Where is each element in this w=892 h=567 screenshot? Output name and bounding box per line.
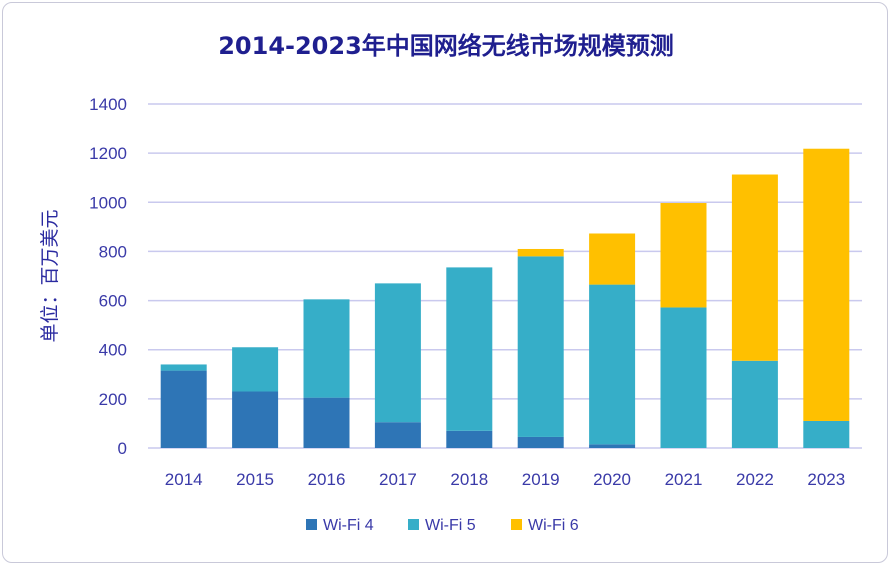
x-tick-label: 2014 bbox=[165, 470, 203, 489]
y-tick-label: 400 bbox=[99, 341, 127, 360]
legend: Wi-Fi 4 Wi-Fi 5 Wi-Fi 6 bbox=[306, 517, 579, 534]
legend-label: Wi-Fi 5 bbox=[425, 517, 476, 534]
bar-segment bbox=[446, 267, 493, 431]
legend-swatch bbox=[408, 519, 419, 530]
bar-segment bbox=[517, 436, 564, 448]
legend-swatch bbox=[306, 519, 317, 530]
bar-segment bbox=[160, 364, 207, 371]
x-tick-label: 2020 bbox=[593, 470, 631, 489]
y-axis-ticks: 0 200 400 600 800 1000 1200 1400 bbox=[89, 95, 127, 458]
legend-swatch bbox=[511, 519, 522, 530]
bar-segment bbox=[589, 444, 636, 448]
y-tick-label: 200 bbox=[99, 390, 127, 409]
y-tick-label: 1400 bbox=[89, 95, 127, 114]
bar-segment bbox=[660, 203, 707, 308]
bar-segment bbox=[374, 422, 421, 448]
y-tick-label: 800 bbox=[99, 242, 127, 261]
bar-segment bbox=[232, 391, 279, 448]
legend-label: Wi-Fi 4 bbox=[323, 517, 374, 534]
bar-segment bbox=[589, 284, 636, 445]
bar-segment bbox=[660, 307, 707, 448]
x-tick-label: 2023 bbox=[807, 470, 845, 489]
y-axis-label: 单位：百万美元 bbox=[39, 209, 61, 342]
y-tick-label: 600 bbox=[99, 292, 127, 311]
bar-segment bbox=[517, 248, 564, 257]
bar-segment bbox=[446, 430, 493, 448]
x-tick-label: 2016 bbox=[308, 470, 346, 489]
bar-segment bbox=[803, 420, 850, 448]
x-tick-label: 2015 bbox=[236, 470, 274, 489]
x-axis-ticks: 2014 2015 2016 2017 2018 2019 2020 2021 2022 2023 bbox=[165, 470, 845, 489]
x-tick-label: 2022 bbox=[736, 470, 774, 489]
chart-title: 2014-2023年中国网络无线市场规模预测 bbox=[218, 32, 674, 60]
x-tick-label: 2017 bbox=[379, 470, 417, 489]
bar-segment bbox=[731, 360, 778, 448]
bar-segment bbox=[803, 148, 850, 421]
bars bbox=[160, 148, 850, 448]
bar-segment bbox=[232, 347, 279, 392]
bar-segment bbox=[731, 174, 778, 361]
bar-segment bbox=[303, 299, 350, 398]
bar-segment bbox=[160, 370, 207, 448]
legend-label: Wi-Fi 6 bbox=[528, 517, 579, 534]
x-tick-label: 2019 bbox=[522, 470, 560, 489]
bar-segment bbox=[517, 256, 564, 437]
y-tick-label: 1000 bbox=[89, 193, 127, 212]
bar-segment bbox=[589, 233, 636, 285]
bar-segment bbox=[374, 283, 421, 423]
x-tick-label: 2018 bbox=[450, 470, 488, 489]
bar-segment bbox=[303, 397, 350, 448]
x-tick-label: 2021 bbox=[665, 470, 703, 489]
y-tick-label: 0 bbox=[118, 439, 127, 458]
y-tick-label: 1200 bbox=[89, 144, 127, 163]
